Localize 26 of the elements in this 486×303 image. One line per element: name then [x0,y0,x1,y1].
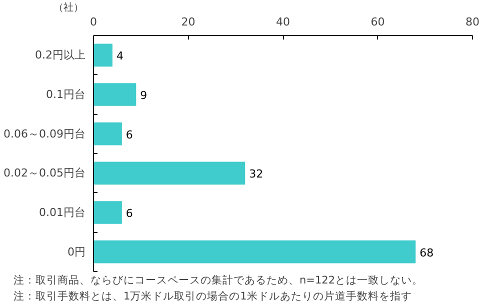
y-tick-label: 0.02～0.05円台 [4,166,86,180]
x-tick-label: 80 [466,16,480,28]
bar [94,240,416,264]
y-tick-label: 0.1円台 [46,88,86,101]
data-label: 9 [140,89,148,102]
y-tick-label: 0.2円以上 [35,48,86,62]
bar [94,162,246,185]
x-tick-label: 40 [276,16,290,28]
data-label: 68 [420,246,434,260]
x-tick-label: 0 [90,16,97,28]
data-label: 6 [126,207,133,220]
x-tick-label: 20 [181,16,196,28]
y-tick-label: 0円 [68,245,86,258]
data-label: 6 [126,128,133,142]
text: 注：取引商品、ならびにコースペースの集計であるため、n=122とは一致しない。 [14,274,423,286]
y-tick-label: 0.06～0.09円台 [4,127,86,140]
data-label: 32 [249,168,264,181]
text: 注：取引手数料とは、1万米ドル取引の場合の1米ドルあたりの片道手数料を指す [14,290,412,302]
x-tick-label: 60 [370,16,385,28]
x-axis-title: （社） [54,2,84,14]
bar [94,44,112,67]
data-label: 4 [116,50,124,63]
bar [94,201,122,224]
bar [94,122,122,146]
bar [94,83,136,106]
y-tick-label: 0.01円台 [39,206,86,219]
